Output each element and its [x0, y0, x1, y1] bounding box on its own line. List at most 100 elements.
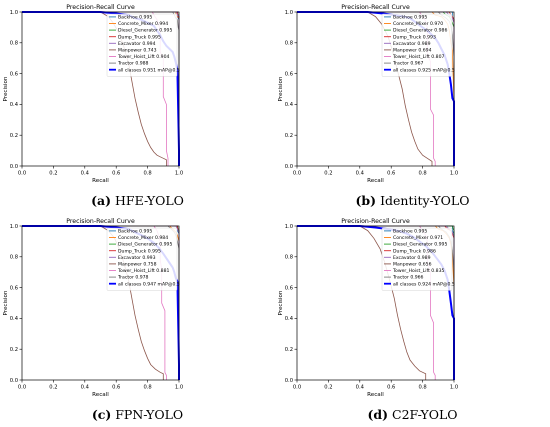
y-tick-label: 0.8: [285, 255, 293, 261]
y-tick-label: 1.0: [10, 10, 18, 16]
chart-title: Precision-Recall Curve: [341, 218, 410, 225]
x-tick-label: 0.0: [18, 171, 26, 177]
y-axis-label: Precision: [3, 290, 9, 315]
legend-label: Excavator 0.989: [393, 41, 431, 47]
legend-label: all classes 0.924 mAP@0.5: [393, 281, 455, 287]
legend-label: all classes 0.925 mAP@0.5: [393, 67, 455, 73]
legend-label: Excavator 0.993: [118, 255, 156, 261]
legend-label: Manpower 0.758: [118, 262, 157, 268]
plot-frame: [296, 225, 455, 381]
legend-label: Tractor 0.966: [392, 275, 424, 281]
legend-label: Concrete_Mixer 0.970: [393, 21, 443, 27]
legend-label: Tower_Hoist_Lift 0.807: [392, 54, 444, 60]
legend-label: all classes 0.947 mAP@0.5: [118, 281, 180, 287]
legend-label: Backhoe 0.995: [393, 15, 427, 21]
y-tick-label: 1.0: [285, 10, 293, 16]
x-axis-label: Recall: [367, 392, 384, 398]
y-tick-label: 0.0: [285, 164, 293, 170]
legend-label: Manpower 0.656: [393, 262, 432, 268]
pr-chart-c: Precision-Recall Curve 0.0 0.2 0.4 0.6 0.8 1.0…: [3, 218, 183, 398]
y-tick-label: 0.4: [10, 102, 19, 108]
y-tick-label: 1.0: [10, 224, 18, 230]
x-tick-label: 0.0: [293, 385, 301, 391]
y-tick-label: 0.0: [10, 378, 18, 384]
y-tick-label: 0.6: [10, 285, 18, 291]
legend-box: [381, 13, 453, 77]
caption-label: (b): [355, 193, 377, 208]
legend-label: Concrete_Mixer 0.994: [118, 21, 168, 27]
legend-label: Tractor 0.967: [392, 61, 424, 67]
x-tick-label: 1.0: [175, 171, 183, 177]
caption-text: FPN-YOLO: [111, 407, 184, 422]
x-tick-label: 0.8: [418, 385, 426, 391]
y-axis-label: Precision: [278, 76, 284, 101]
legend-box: [381, 227, 453, 291]
y-tick-label: 1.0: [285, 224, 293, 230]
caption-b: (b) Identity-YOLO: [275, 193, 550, 208]
x-tick-label: 0.4: [81, 171, 90, 177]
legend-label: Tower_Hoist_Lift 0.881: [117, 268, 169, 274]
series-line-6: [297, 11, 433, 166]
x-tick-label: 0.8: [143, 385, 151, 391]
y-tick-label: 0.2: [285, 347, 293, 353]
chart-panel-c: Precision-Recall Curve 0.0 0.2 0.4 0.6 0.8 1.0…: [0, 214, 275, 427]
chart-title: Precision-Recall Curve: [341, 4, 410, 11]
legend-label: Diesel_Generator 0.995: [118, 242, 172, 248]
legend-label: Manpower 0.694: [393, 48, 432, 54]
x-axis-label: Recall: [367, 178, 384, 184]
legend-label: Diesel_Generator 0.995: [118, 28, 172, 34]
y-axis-label: Precision: [3, 76, 9, 101]
plot-frame: [21, 11, 180, 167]
chart-title: Precision-Recall Curve: [66, 4, 135, 11]
chart-title: Precision-Recall Curve: [66, 218, 135, 225]
legend-box: [106, 227, 178, 291]
x-tick-label: 0.2: [324, 171, 332, 177]
x-tick-label: 0.6: [387, 171, 395, 177]
caption-text: HFE-YOLO: [111, 193, 184, 208]
x-tick-label: 0.6: [112, 385, 120, 391]
x-axis-label: Recall: [92, 392, 109, 398]
legend-label: Dump_Truck 0.993: [393, 34, 436, 40]
y-tick-label: 0.4: [10, 316, 19, 322]
pr-chart-b: Precision-Recall Curve 0.0 0.2 0.4 0.6 0.8 1.0…: [278, 4, 458, 184]
legend-label: Diesel_Generator 0.986: [393, 28, 447, 34]
x-tick-label: 0.8: [418, 171, 426, 177]
caption-a: (a) HFE-YOLO: [0, 193, 275, 208]
series-line-6: [297, 225, 427, 380]
x-tick-label: 0.4: [356, 171, 365, 177]
caption-label: (a): [91, 193, 112, 208]
y-tick-label: 0.2: [10, 347, 18, 353]
x-axis-label: Recall: [92, 178, 109, 184]
legend-label: Concrete_Mixer 0.984: [118, 235, 168, 241]
legend-label: Tractor 0.978: [117, 275, 149, 281]
y-tick-label: 0.8: [10, 41, 18, 47]
x-tick-label: 0.2: [324, 385, 332, 391]
x-tick-label: 1.0: [450, 171, 458, 177]
x-tick-label: 1.0: [450, 385, 458, 391]
y-tick-label: 0.0: [285, 378, 293, 384]
x-tick-label: 0.2: [49, 385, 57, 391]
legend-label: Diesel_Generator 0.995: [393, 242, 447, 248]
y-tick-label: 0.2: [285, 133, 293, 139]
plot-frame: [21, 225, 180, 381]
chart-panel-b: Precision-Recall Curve 0.0 0.2 0.4 0.6 0.8 1.0…: [275, 0, 550, 213]
pr-chart-d: Precision-Recall Curve 0.0 0.2 0.4 0.6 0.8 1.0…: [278, 218, 458, 398]
x-tick-label: 0.8: [143, 171, 151, 177]
y-tick-label: 0.4: [285, 316, 294, 322]
pr-chart-a: Precision-Recall Curve 0.0 0.2 0.4 0.6 0.8 1.0…: [3, 4, 183, 184]
legend-label: Dump_Truck 0.986: [393, 248, 436, 254]
legend-label: Tractor 0.988: [117, 61, 149, 67]
x-tick-label: 0.4: [356, 385, 365, 391]
x-tick-label: 0.4: [81, 385, 90, 391]
y-tick-label: 0.4: [285, 102, 294, 108]
caption-text: C2F-YOLO: [388, 407, 458, 422]
legend-label: Dump_Truck 0.995: [118, 34, 161, 40]
legend-label: Manpower 0.743: [118, 48, 157, 54]
x-tick-label: 0.6: [387, 385, 395, 391]
legend-label: Tower_Hoist_Lift 0.904: [117, 54, 169, 60]
legend-label: Backhoe 0.995: [118, 229, 152, 235]
x-tick-label: 0.6: [112, 171, 120, 177]
y-axis-label: Precision: [278, 290, 284, 315]
chart-panel-a: Precision-Recall Curve 0.0 0.2 0.4 0.6 0.8 1.0…: [0, 0, 275, 213]
y-tick-label: 0.6: [285, 285, 293, 291]
